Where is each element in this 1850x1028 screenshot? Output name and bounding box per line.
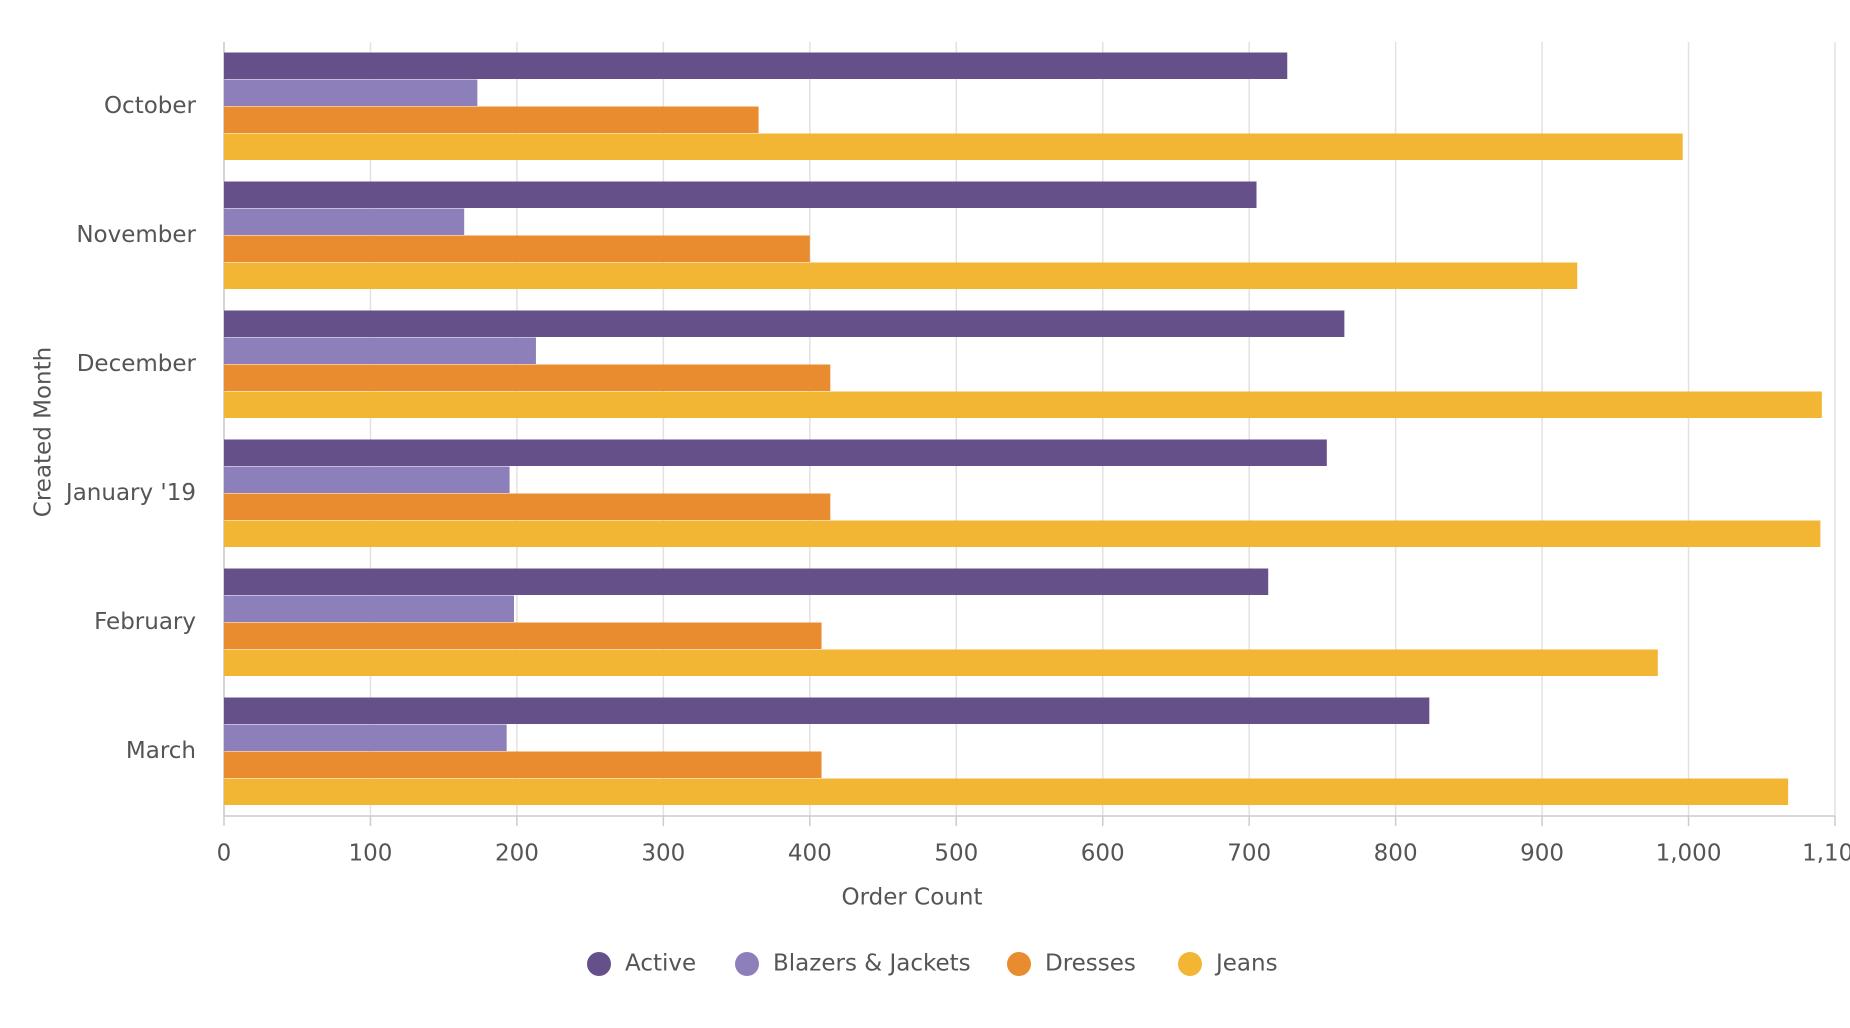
bar (224, 337, 536, 364)
bar (224, 364, 831, 391)
bar (224, 439, 1327, 466)
x-axis-title: Order Count (842, 885, 983, 911)
x-tick-label: 1,100 (1802, 841, 1850, 867)
y-axis-title: Created Month (31, 347, 57, 517)
y-tick-label: November (76, 222, 196, 248)
x-tick-label: 700 (1227, 841, 1271, 867)
bar (224, 751, 822, 778)
bar (224, 391, 1822, 418)
legend-marker (1178, 952, 1202, 976)
legend-label: Jeans (1214, 951, 1278, 977)
legend-label: Dresses (1045, 951, 1136, 977)
x-tick-label: 1,000 (1656, 841, 1722, 867)
bar (224, 724, 507, 751)
legend-label: Blazers & Jackets (773, 951, 971, 977)
legend-marker (735, 952, 759, 976)
bar (224, 52, 1288, 79)
x-tick-label: 500 (934, 841, 978, 867)
x-tick-label: 200 (495, 841, 539, 867)
x-tick-label: 0 (217, 841, 232, 867)
bar (224, 649, 1658, 676)
x-tick-label: 800 (1374, 841, 1418, 867)
bar (224, 622, 822, 649)
x-tick-label: 300 (641, 841, 685, 867)
bar (224, 466, 510, 493)
y-tick-label: October (104, 93, 197, 119)
bar (224, 568, 1269, 595)
legend-marker (1007, 952, 1031, 976)
bar (224, 493, 831, 520)
bar (224, 208, 465, 235)
y-tick-label: February (94, 609, 196, 635)
bar (224, 697, 1430, 724)
bar (224, 310, 1345, 337)
legend-label: Active (625, 951, 696, 977)
y-tick-label: March (126, 738, 196, 764)
bar (224, 595, 514, 622)
x-tick-label: 900 (1520, 841, 1564, 867)
y-tick-label: January '19 (64, 480, 196, 506)
bar (224, 520, 1821, 547)
y-tick-label: December (77, 351, 197, 377)
bar (224, 181, 1257, 208)
bar (224, 106, 759, 133)
legend-marker (587, 952, 611, 976)
bar (224, 79, 478, 106)
bar (224, 778, 1789, 805)
bar (224, 133, 1683, 160)
x-tick-label: 100 (349, 841, 393, 867)
bar (224, 235, 810, 262)
x-tick-label: 400 (788, 841, 832, 867)
bar (224, 262, 1578, 289)
x-tick-label: 600 (1081, 841, 1125, 867)
